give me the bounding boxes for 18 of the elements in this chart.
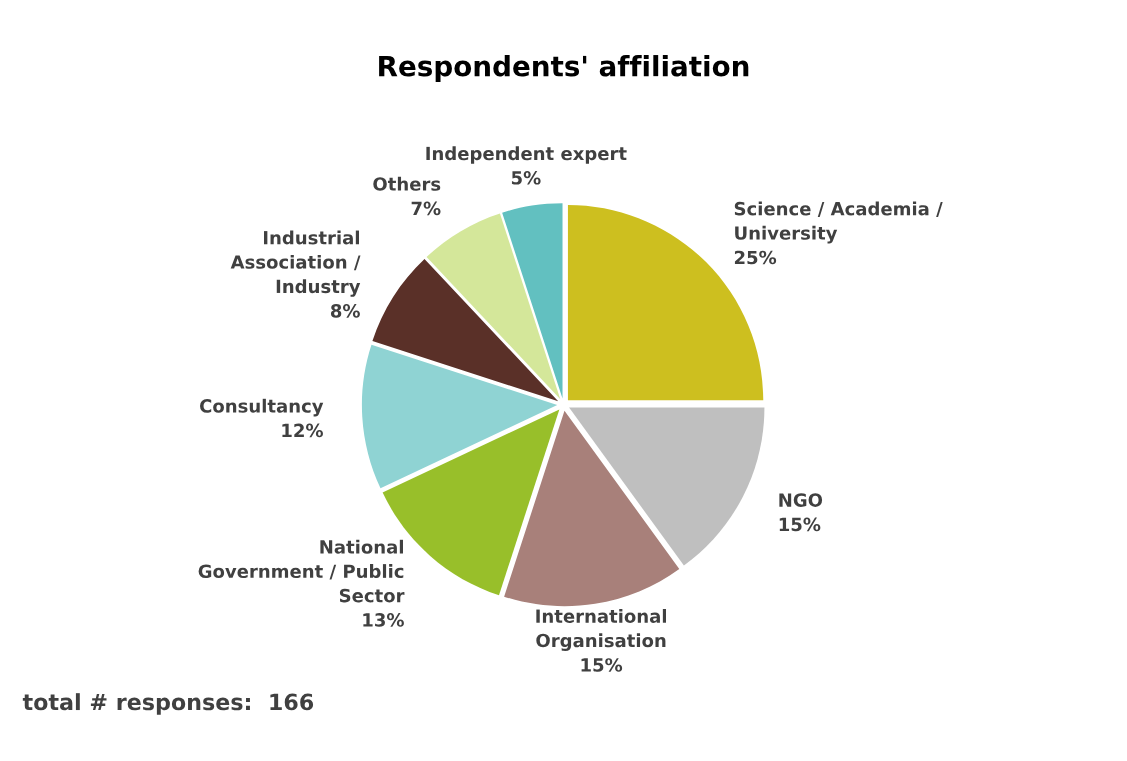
data-label: 8% xyxy=(330,304,360,318)
slice-label: Science / Academia / University xyxy=(734,201,943,244)
slice-label: International Organisation xyxy=(536,609,667,651)
data-label: 15% xyxy=(581,658,623,672)
data-label: 12% xyxy=(282,423,323,438)
data-label: 15% xyxy=(779,517,821,532)
data-label: 13% xyxy=(363,613,404,627)
data-label: 7% xyxy=(411,201,441,216)
data-label: 5% xyxy=(511,170,541,185)
slice-label: NGO xyxy=(779,493,823,507)
chart-title: Respondents' affiliation xyxy=(379,55,749,82)
slice-label: Others xyxy=(373,176,441,191)
slice-label: National Government / Public Sector xyxy=(198,539,405,603)
slice-label: Independent expert xyxy=(426,146,627,164)
text: total # responses: 166 xyxy=(22,693,314,715)
data-label: 25% xyxy=(734,250,777,265)
slice-label: Consultancy xyxy=(200,398,324,417)
slice-label: Industrial Association / Industry xyxy=(230,230,361,297)
